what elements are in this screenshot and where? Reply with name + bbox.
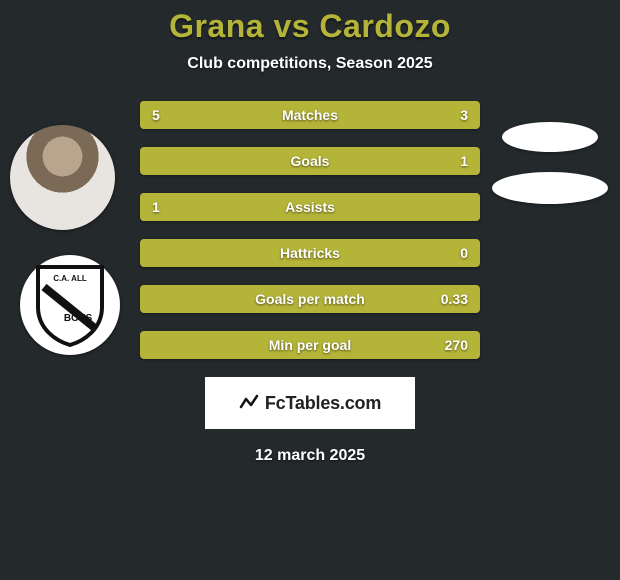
stat-value-right: 3 bbox=[460, 101, 468, 129]
subtitle: Club competitions, Season 2025 bbox=[0, 55, 620, 73]
comparison-card: Grana vs Cardozo Club competitions, Seas… bbox=[0, 0, 620, 580]
stat-value-right: 0 bbox=[460, 239, 468, 267]
player2-photo bbox=[502, 122, 598, 152]
stat-row: Matches5 3 bbox=[140, 101, 480, 129]
brand-box[interactable]: FcTables.com bbox=[205, 377, 415, 429]
club-badge: C.A. ALL BOYS bbox=[20, 255, 120, 355]
player1-photo bbox=[10, 125, 115, 230]
chart-icon bbox=[239, 393, 259, 413]
page-title: Grana vs Cardozo bbox=[0, 8, 620, 45]
stat-value-right: 0.33 bbox=[441, 285, 468, 313]
stat-label: Min per goal bbox=[140, 331, 480, 359]
stat-row: Hattricks0 bbox=[140, 239, 480, 267]
stat-label: Goals per match bbox=[140, 285, 480, 313]
stat-value-left: 5 bbox=[152, 101, 160, 129]
stat-label: Matches bbox=[140, 101, 480, 129]
stat-row: Goals per match0.33 bbox=[140, 285, 480, 313]
stat-label: Assists bbox=[140, 193, 480, 221]
stat-row: Min per goal270 bbox=[140, 331, 480, 359]
stat-label: Hattricks bbox=[140, 239, 480, 267]
player2-photo-shadow bbox=[492, 172, 608, 204]
stat-bars: Matches53Goals1Assists1Hattricks0Goals p… bbox=[140, 101, 480, 359]
shield-icon: C.A. ALL BOYS bbox=[34, 263, 106, 347]
brand-text: FcTables.com bbox=[265, 393, 381, 414]
footer-date: 12 march 2025 bbox=[0, 447, 620, 465]
stat-value-right: 1 bbox=[460, 147, 468, 175]
stat-value-left: 1 bbox=[152, 193, 160, 221]
stat-label: Goals bbox=[140, 147, 480, 175]
club-text-bottom: BOYS bbox=[64, 313, 93, 324]
stat-row: Assists1 bbox=[140, 193, 480, 221]
stat-row: Goals1 bbox=[140, 147, 480, 175]
club-text-top: C.A. ALL bbox=[53, 274, 87, 283]
stat-value-right: 270 bbox=[445, 331, 468, 359]
